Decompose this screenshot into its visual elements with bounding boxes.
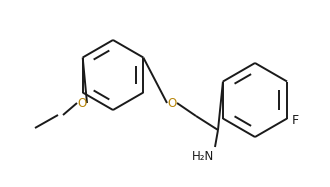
- Text: O: O: [167, 96, 177, 110]
- Text: O: O: [77, 96, 86, 110]
- Text: F: F: [292, 114, 299, 127]
- Text: H₂N: H₂N: [192, 149, 214, 163]
